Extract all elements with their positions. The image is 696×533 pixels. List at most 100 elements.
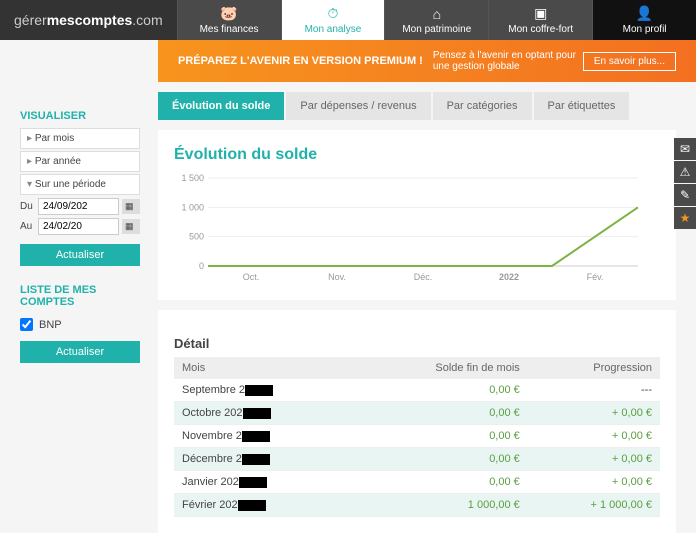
cell-mois: Octobre 202 [174,402,357,425]
edit-icon[interactable]: ✎ [674,184,696,206]
top-header: gérermescomptes.com 🐷 Mes finances ⏱ Mon a… [0,0,696,40]
main-nav: 🐷 Mes finances ⏱ Mon analyse ⌂ Mon patrimoi… [177,0,696,40]
nav-profil[interactable]: 👤 Mon profil [592,0,696,40]
tab-depenses[interactable]: Par dépenses / revenus [286,92,430,120]
option-par-annee[interactable]: Par année [20,151,140,172]
col-prog: Progression [528,357,660,379]
nav-finances[interactable]: 🐷 Mes finances [177,0,281,40]
account-bnp-checkbox[interactable] [20,318,33,331]
table-row: Octobre 2020,00 €+ 0,00 € [174,402,660,425]
nav-analyse-label: Mon analyse [305,24,362,35]
table-row: Novembre 20,00 €+ 0,00 € [174,425,660,448]
actualiser-comptes-button[interactable]: Actualiser [20,341,140,363]
tab-evolution[interactable]: Évolution du solde [158,92,284,120]
house-icon: ⌂ [433,6,441,22]
chart-svg: 1 500 1 000 500 0 Oct. Nov. Déc. 2022 Fév. [174,174,660,284]
mail-icon[interactable]: ✉ [674,138,696,160]
option-par-mois[interactable]: Par mois [20,128,140,149]
svg-text:Oct.: Oct. [243,272,260,282]
banner-text: Pensez à l'avenir en optant pour une ges… [433,50,583,72]
svg-text:Fév.: Fév. [587,272,604,282]
au-label: Au [20,221,38,232]
svg-text:Nov.: Nov. [328,272,346,282]
user-icon: 👤 [636,5,653,22]
cell-solde: 0,00 € [357,448,528,471]
date-to-row: Au ▦ [20,218,140,235]
cell-solde: 0,00 € [357,379,528,402]
right-side-icons: ✉ ⚠ ✎ ★ [674,138,696,230]
main-area: VISUALISER Par mois Par année Sur une pé… [0,82,696,533]
cell-solde: 0,00 € [357,471,528,494]
logo: gérermescomptes.com [0,0,177,40]
detail-body: Septembre 20,00 €---Octobre 2020,00 €+ 0… [174,379,660,517]
table-row: Septembre 20,00 €--- [174,379,660,402]
svg-text:0: 0 [199,261,204,271]
nav-coffre[interactable]: ▣ Mon coffre-fort [488,0,592,40]
nav-profil-label: Mon profil [623,24,667,35]
detail-table: Mois Solde fin de mois Progression Septe… [174,357,660,517]
cell-prog: + 0,00 € [528,448,660,471]
cell-mois: Novembre 2 [174,425,357,448]
svg-text:2022: 2022 [499,272,519,282]
banner-title: PRÉPAREZ L'AVENIR EN VERSION PREMIUM ! [178,55,423,67]
sidebar: VISUALISER Par mois Par année Sur une pé… [0,92,140,533]
piggy-icon: 🐷 [220,5,237,22]
col-solde: Solde fin de mois [357,357,528,379]
table-row: Décembre 20,00 €+ 0,00 € [174,448,660,471]
premium-banner: PRÉPAREZ L'AVENIR EN VERSION PREMIUM ! P… [158,40,696,82]
svg-text:500: 500 [189,232,204,242]
logo-bold: mescomptes [47,12,133,28]
table-row: Février 2021 000,00 €+ 1 000,00 € [174,494,660,517]
cell-prog: + 1 000,00 € [528,494,660,517]
detail-title: Détail [174,336,660,351]
svg-text:1 000: 1 000 [181,202,204,212]
cell-solde: 0,00 € [357,402,528,425]
tab-etiquettes[interactable]: Par étiquettes [534,92,630,120]
content: Évolution du solde Par dépenses / revenu… [158,92,676,533]
actualiser-dates-button[interactable]: Actualiser [20,244,140,266]
nav-patrimoine-label: Mon patrimoine [402,24,471,35]
safe-icon: ▣ [534,5,547,22]
cell-prog: --- [528,379,660,402]
chart-title: Évolution du solde [174,146,660,164]
alert-icon[interactable]: ⚠ [674,161,696,183]
cell-mois: Février 202 [174,494,357,517]
svg-text:Déc.: Déc. [414,272,433,282]
cell-prog: + 0,00 € [528,402,660,425]
banner-learn-more-button[interactable]: En savoir plus... [583,52,676,71]
star-icon[interactable]: ★ [674,207,696,229]
cell-solde: 1 000,00 € [357,494,528,517]
table-row: Janvier 2020,00 €+ 0,00 € [174,471,660,494]
date-from-input[interactable] [38,198,119,215]
nav-finances-label: Mes finances [200,24,259,35]
svg-text:1 500: 1 500 [181,174,204,183]
cell-mois: Septembre 2 [174,379,357,402]
nav-patrimoine[interactable]: ⌂ Mon patrimoine [384,0,488,40]
col-mois: Mois [174,357,357,379]
calendar-icon[interactable]: ▦ [122,219,140,234]
nav-coffre-label: Mon coffre-fort [508,24,573,35]
date-from-row: Du ▦ [20,198,140,215]
comptes-heading: LISTE DE MES COMPTES [20,284,140,308]
cell-mois: Janvier 202 [174,471,357,494]
balance-chart: 1 500 1 000 500 0 Oct. Nov. Déc. 2022 Fév. [174,174,660,284]
cell-prog: + 0,00 € [528,425,660,448]
gauge-icon: ⏱ [327,5,338,22]
cell-prog: + 0,00 € [528,471,660,494]
nav-analyse[interactable]: ⏱ Mon analyse [281,0,385,40]
du-label: Du [20,201,38,212]
cell-solde: 0,00 € [357,425,528,448]
account-bnp-label: BNP [39,319,62,331]
logo-prefix: gérer [14,12,47,28]
detail-header-row: Mois Solde fin de mois Progression [174,357,660,379]
tab-categories[interactable]: Par catégories [433,92,532,120]
option-sur-periode[interactable]: Sur une période [20,174,140,195]
analysis-tabs: Évolution du solde Par dépenses / revenu… [158,92,676,120]
detail-panel: Détail Mois Solde fin de mois Progressio… [158,310,676,533]
date-to-input[interactable] [38,218,119,235]
visualiser-heading: VISUALISER [20,110,140,122]
calendar-icon[interactable]: ▦ [122,199,140,214]
cell-mois: Décembre 2 [174,448,357,471]
logo-suffix: .com [132,12,162,28]
chart-panel: Évolution du solde 1 500 1 000 500 0 Oct. Nov… [158,130,676,300]
